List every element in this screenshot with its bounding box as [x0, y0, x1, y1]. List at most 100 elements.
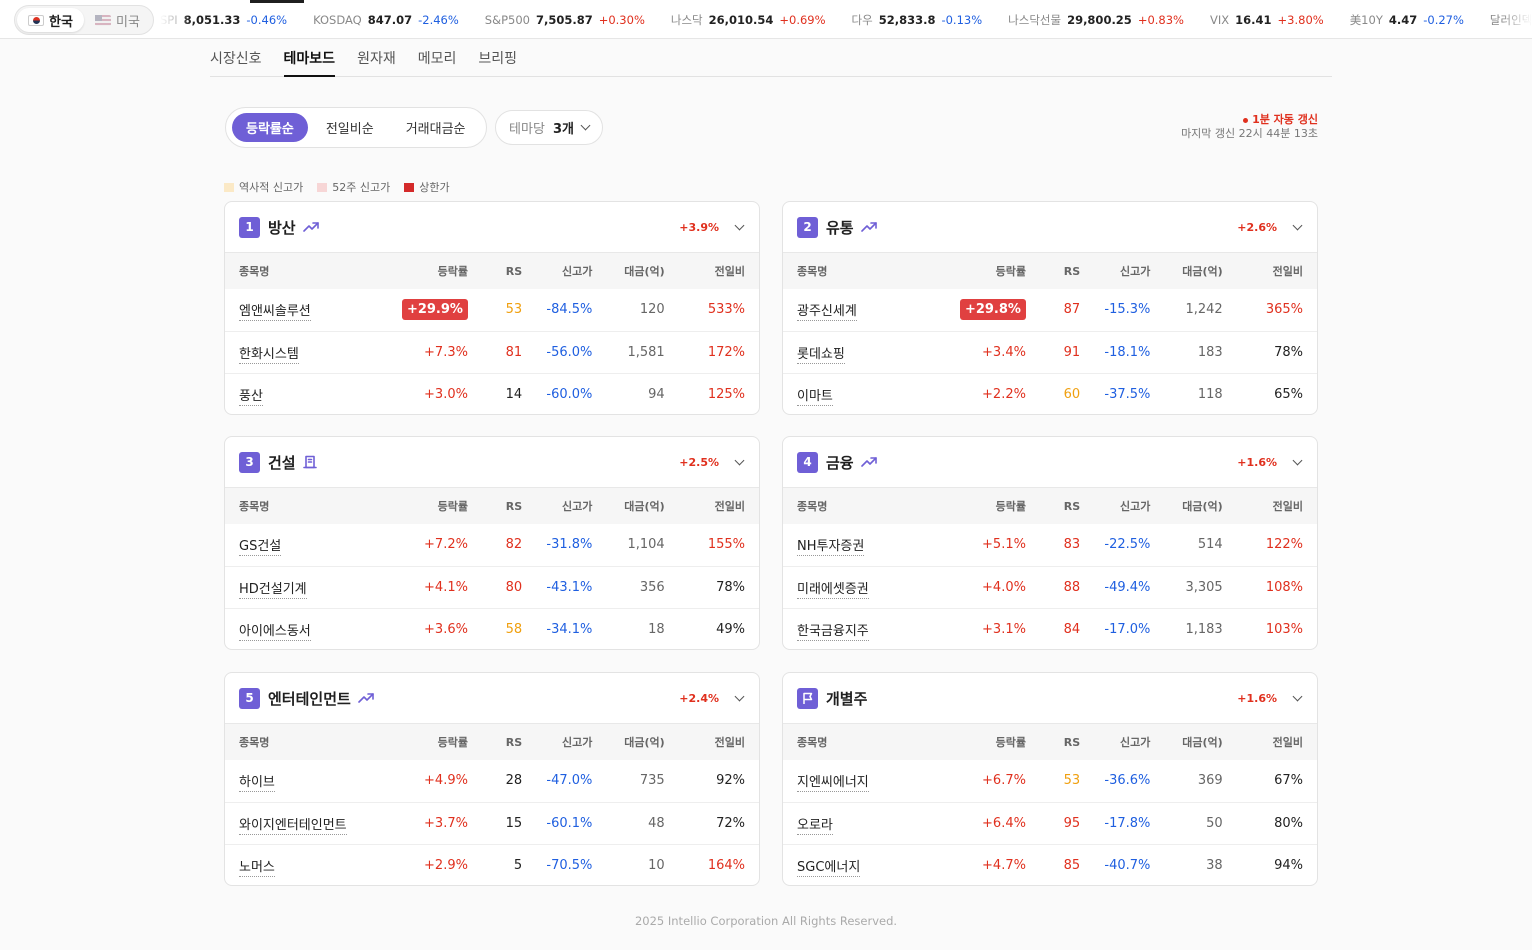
theme-card-header[interactable]: 3 건설 +2.5%	[225, 437, 759, 488]
change-cell: +3.1%	[944, 608, 1040, 649]
column-header: RS	[505, 264, 523, 278]
stock-name-link[interactable]: 노머스	[239, 859, 275, 877]
ticker-item[interactable]: 美10Y 4.47 -0.27%	[1350, 12, 1464, 28]
table-row[interactable]: 광주신세계 +29.8% 87 -15.3% 1,242 365%	[783, 289, 1317, 331]
theme-card-header[interactable]: 개별주 +1.6%	[783, 673, 1317, 724]
chevron-down-icon	[734, 220, 744, 230]
theme-card-header[interactable]: 5 엔터테인먼트 +2.4%	[225, 673, 759, 724]
ticker-item[interactable]: 나스닥 26,010.54 +0.69%	[671, 12, 826, 28]
stock-name-link[interactable]: NH투자증권	[797, 539, 865, 557]
stock-name-link[interactable]: 하이브	[239, 775, 275, 793]
ticker-item[interactable]: KOSDAQ 847.07 -2.46%	[313, 13, 459, 27]
column-header: 종목명	[239, 500, 270, 513]
stock-name-link[interactable]: 광주신세계	[797, 304, 857, 322]
stock-name-link[interactable]: 한화시스템	[239, 346, 299, 364]
ticker-name: S&P500	[484, 12, 530, 27]
ticker-item[interactable]: 나스닥선물 29,800.25 +0.83%	[1008, 12, 1184, 28]
tab-2[interactable]: 테마보드	[283, 48, 336, 77]
theme-title: 방산	[268, 218, 296, 237]
count-select[interactable]: 테마당 3개	[495, 110, 603, 145]
stock-name-link[interactable]: 와이지엔터테인먼트	[239, 817, 347, 835]
stock-name-link[interactable]: GS건설	[239, 539, 282, 557]
amount-cell: 514	[1197, 537, 1223, 553]
change-cell: +29.8%	[944, 289, 1040, 331]
market-option-korea[interactable]: 한국	[17, 8, 84, 32]
column-header: 전일비	[1272, 265, 1303, 278]
expand-button[interactable]	[733, 452, 745, 472]
market-toggle[interactable]: 한국 미국	[14, 5, 154, 35]
table-row[interactable]: 한화시스템 +7.3% 81 -56.0% 1,581 172%	[225, 331, 759, 373]
theme-card-header[interactable]: 4 금융 +1.6%	[783, 437, 1317, 488]
ticker-value: 52,833.8	[878, 12, 936, 27]
table-row[interactable]: 아이에스동서 +3.6% 58 -34.1% 18 49%	[225, 608, 759, 649]
table-row[interactable]: HD건설기계 +4.1% 80 -43.1% 356 78%	[225, 566, 759, 608]
tab-4[interactable]: 메모리	[417, 51, 457, 67]
stock-name-link[interactable]: 풍산	[239, 388, 263, 406]
stock-name-link[interactable]: 아이에스동서	[239, 623, 311, 641]
column-header: 신고가	[1120, 265, 1151, 278]
column-header: 등락률	[995, 736, 1026, 749]
change-cell: +4.7%	[944, 844, 1040, 885]
tab-3[interactable]: 원자재	[357, 51, 396, 67]
column-header: RS	[1063, 264, 1081, 278]
market-option-us[interactable]: 미국	[84, 8, 151, 32]
table-row[interactable]: 오로라 +6.4% 95 -17.8% 50 80%	[783, 802, 1317, 844]
table-row[interactable]: 미래에셋증권 +4.0% 88 -49.4% 3,305 108%	[783, 566, 1317, 608]
table-row[interactable]: 노머스 +2.9% 5 -70.5% 10 164%	[225, 844, 759, 885]
sort-group: 등락률순 전일비순 거래대금순	[225, 107, 487, 148]
table-row[interactable]: 와이지엔터테인먼트 +3.7% 15 -60.1% 48 72%	[225, 802, 759, 844]
high-cell: -60.0%	[546, 386, 593, 402]
stock-name-link[interactable]: 한국금융지주	[797, 623, 869, 641]
table-row[interactable]: SGC에너지 +4.7% 85 -40.7% 38 94%	[783, 844, 1317, 885]
legend-label: 역사적 신고가	[239, 181, 304, 194]
sort-button-3[interactable]: 거래대금순	[405, 122, 466, 137]
sort-button-1[interactable]: 등락률순	[232, 113, 308, 142]
expand-button[interactable]	[1291, 452, 1303, 472]
ticker-item[interactable]: S&P500 7,505.87 +0.30%	[485, 13, 645, 27]
stock-name-link[interactable]: 이마트	[797, 388, 833, 406]
legend-swatch	[224, 182, 234, 192]
change-cell: +2.9%	[386, 844, 482, 885]
expand-button[interactable]	[1291, 688, 1303, 708]
stock-name-link[interactable]: 지엔씨에너지	[797, 775, 869, 793]
change-value: +3.7%	[424, 815, 468, 831]
change-cell: +6.4%	[944, 802, 1040, 844]
table-row[interactable]: 엠앤씨솔루션 +29.9% 53 -84.5% 120 533%	[225, 289, 759, 331]
high-cell: -36.6%	[1104, 773, 1151, 789]
table-row[interactable]: 하이브 +4.9% 28 -47.0% 735 92%	[225, 760, 759, 802]
legend-label: 52주 신고가	[332, 181, 391, 194]
stock-name-link[interactable]: 롯데쇼핑	[797, 346, 845, 364]
footer-copyright: 2025 Intellio Corporation All Rights Res…	[634, 914, 898, 928]
column-header: 전일비	[1272, 736, 1303, 749]
theme-rank-badge: 2	[797, 216, 818, 238]
theme-card-header[interactable]: 1 방산 +3.9%	[225, 202, 759, 253]
stock-name-link[interactable]: HD건설기계	[239, 581, 307, 599]
expand-button[interactable]	[733, 217, 745, 237]
legend-item: 상한가	[404, 179, 450, 195]
change-value: +5.1%	[982, 537, 1026, 553]
table-row[interactable]: GS건설 +7.2% 82 -31.8% 1,104 155%	[225, 524, 759, 566]
rs-cell: 58	[505, 621, 523, 637]
table-row[interactable]: 이마트 +2.2% 60 -37.5% 118 65%	[783, 373, 1317, 414]
tab-1[interactable]: 시장신호	[210, 51, 262, 67]
expand-button[interactable]	[1291, 217, 1303, 237]
table-row[interactable]: NH투자증권 +5.1% 83 -22.5% 514 122%	[783, 524, 1317, 566]
table-row[interactable]: 롯데쇼핑 +3.4% 91 -18.1% 183 78%	[783, 331, 1317, 373]
tab-5[interactable]: 브리핑	[478, 51, 517, 67]
ticker-item[interactable]: VIX 16.41 +3.80%	[1210, 13, 1324, 27]
stock-name-link[interactable]: SGC에너지	[797, 859, 861, 877]
stock-name-link[interactable]: 미래에셋증권	[797, 581, 869, 599]
ticker-item[interactable]: 다우 52,833.8 -0.13%	[852, 12, 983, 28]
sort-button-2[interactable]: 전일비순	[325, 122, 374, 137]
table-row[interactable]: 한국금융지주 +3.1% 84 -17.0% 1,183 103%	[783, 608, 1317, 649]
stock-name-cell: 광주신세계	[783, 289, 944, 331]
theme-card-header[interactable]: 2 유통 +2.6%	[783, 202, 1317, 253]
table-row[interactable]: 풍산 +3.0% 14 -60.0% 94 125%	[225, 373, 759, 414]
stock-name-link[interactable]: 엠앤씨솔루션	[239, 304, 311, 322]
expand-button[interactable]	[733, 688, 745, 708]
table-row[interactable]: 지엔씨에너지 +6.7% 53 -36.6% 369 67%	[783, 760, 1317, 802]
stock-name-link[interactable]: 오로라	[797, 817, 833, 835]
rs-cell: 80	[505, 579, 523, 595]
column-header: RS	[1063, 499, 1081, 513]
high-cell: -17.0%	[1104, 621, 1151, 637]
